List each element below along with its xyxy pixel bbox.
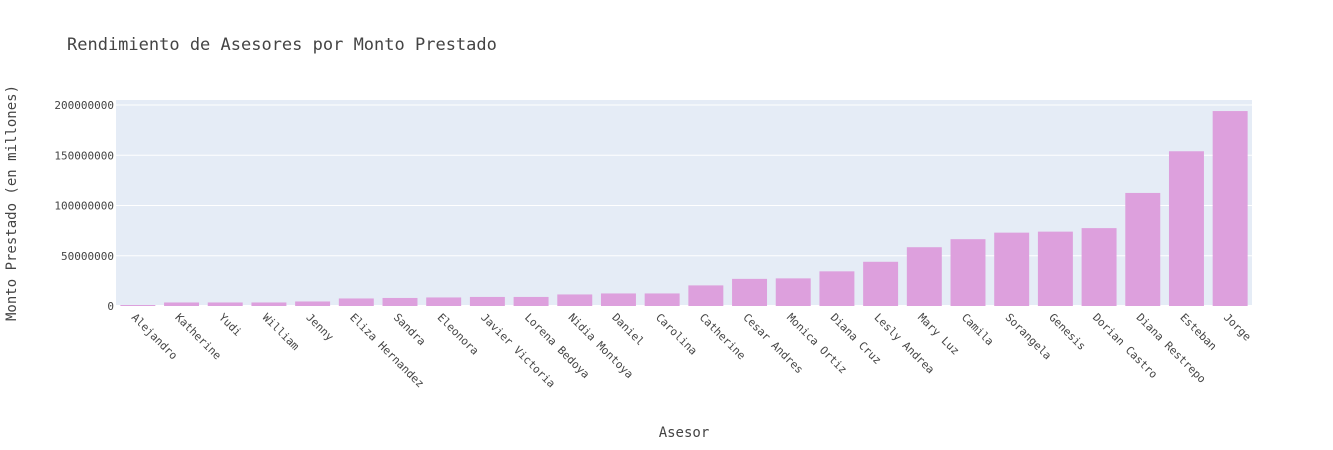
x-tick-label: Eliza Hernandez	[347, 311, 426, 390]
y-tick-label: 100000000	[54, 200, 114, 213]
x-tick-label: Jorge	[1221, 311, 1254, 344]
chart-title: Rendimiento de Asesores por Monto Presta…	[67, 35, 497, 55]
x-tick-label: Camila	[959, 311, 996, 348]
bar-sorangela[interactable]	[994, 232, 1030, 306]
bar-dorian-castro[interactable]	[1081, 228, 1117, 306]
bar-jorge[interactable]	[1212, 111, 1248, 307]
bar-javier-victoria[interactable]	[469, 296, 505, 306]
bar-mary-luz[interactable]	[906, 247, 942, 306]
x-tick-label: Genesis	[1046, 311, 1088, 353]
bar-catherine[interactable]	[688, 285, 724, 306]
bar-diana-restrepo[interactable]	[1125, 192, 1161, 306]
bar-nidia-montoya[interactable]	[557, 294, 593, 306]
x-tick-label: Esteban	[1177, 311, 1219, 353]
y-axis-ticks: 0 50000000 100000000 150000000 200000000	[54, 99, 114, 313]
x-tick-label: Sorangela	[1003, 311, 1054, 362]
bar-carolina[interactable]	[644, 293, 680, 306]
y-axis-title: Monto Prestado (en millones)	[4, 85, 20, 321]
x-tick-label: Carolina	[653, 311, 700, 358]
bar-eliza-hernandez[interactable]	[338, 298, 374, 306]
x-tick-label: Alejandro	[129, 311, 180, 362]
bar-eleonora[interactable]	[426, 297, 462, 306]
bar-diana-cruz[interactable]	[819, 271, 855, 306]
x-tick-label: Katherine	[172, 311, 223, 362]
bar-esteban[interactable]	[1168, 151, 1204, 306]
bar-yudi[interactable]	[207, 302, 243, 306]
x-tick-label: Catherine	[697, 311, 748, 362]
x-tick-label: Jenny	[303, 311, 336, 344]
bar-genesis[interactable]	[1037, 231, 1073, 306]
x-axis-title: Asesor	[659, 425, 710, 441]
x-tick-label: Javier Victoria	[478, 311, 557, 390]
x-tick-label: Yudi	[216, 311, 244, 339]
y-tick-label: 50000000	[61, 250, 114, 263]
bars	[120, 111, 1248, 307]
bar-sandra[interactable]	[382, 297, 418, 306]
bar-monica-ortiz[interactable]	[775, 278, 811, 306]
bar-camila[interactable]	[950, 239, 986, 306]
x-tick-label: William	[260, 311, 302, 353]
y-tick-label: 0	[107, 300, 114, 313]
x-tick-label: Eleonora	[435, 311, 482, 358]
x-tick-label: Mary Luz	[915, 311, 962, 358]
y-tick-label: 150000000	[54, 149, 114, 162]
x-tick-label: Daniel	[609, 311, 646, 348]
x-tick-label: Sandra	[391, 311, 428, 348]
bar-alejandro[interactable]	[120, 304, 156, 306]
bar-lorena-bedoya[interactable]	[513, 296, 549, 306]
bar-lesly-andrea[interactable]	[863, 261, 899, 306]
bar-daniel[interactable]	[600, 293, 636, 306]
bar-katherine[interactable]	[164, 302, 200, 306]
bar-william[interactable]	[251, 302, 287, 306]
y-tick-label: 200000000	[54, 99, 114, 112]
bar-cesar-andres[interactable]	[732, 278, 768, 306]
bar-jenny[interactable]	[295, 301, 331, 306]
